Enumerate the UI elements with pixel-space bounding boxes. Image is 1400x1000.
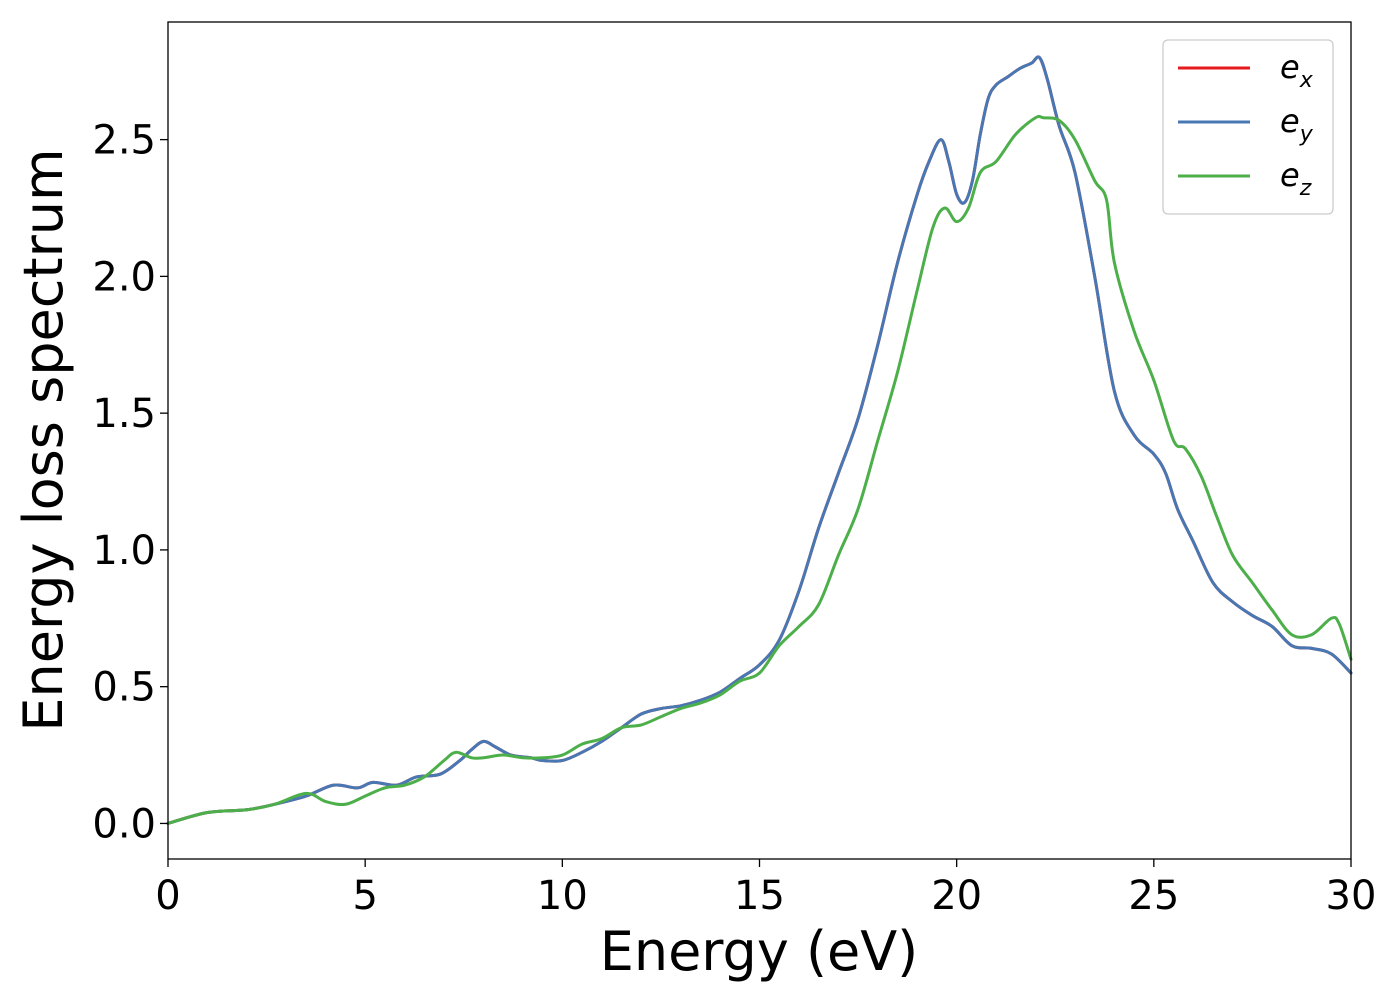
x-tick-label: 30 [1326,873,1377,919]
x-tick-label: 5 [352,873,377,919]
legend-label-e-y: ey [1280,102,1314,147]
series-line-e-z [166,114,1353,825]
series-line-e-y [166,55,1353,825]
x-tick-label: 10 [537,873,588,919]
x-axis-title: Energy (eV) [600,920,919,983]
y-tick-label: 1.5 [92,391,156,437]
legend-label-e-x: ex [1280,48,1314,93]
x-tick-label: 20 [931,873,982,919]
x-axis-ticks: 0 5 10 15 20 25 30 [155,859,1376,919]
y-axis-ticks: 0.0 0.5 1.0 1.5 2.0 2.5 [92,118,168,847]
y-tick-label: 2.5 [92,118,156,164]
y-tick-label: 0.5 [92,665,156,711]
y-tick-label: 0.0 [92,801,156,847]
y-tick-label: 2.0 [92,254,156,300]
y-tick-label: 1.0 [92,528,156,574]
series-layer [166,55,1353,825]
x-tick-label: 25 [1128,873,1179,919]
legend: ex ey ez [1162,39,1334,215]
legend-label-e-z: ez [1280,156,1312,201]
x-tick-label: 0 [155,873,180,919]
y-axis-title: Energy loss spectrum [12,148,75,731]
x-tick-label: 15 [734,873,785,919]
legend-frame [1162,39,1334,215]
